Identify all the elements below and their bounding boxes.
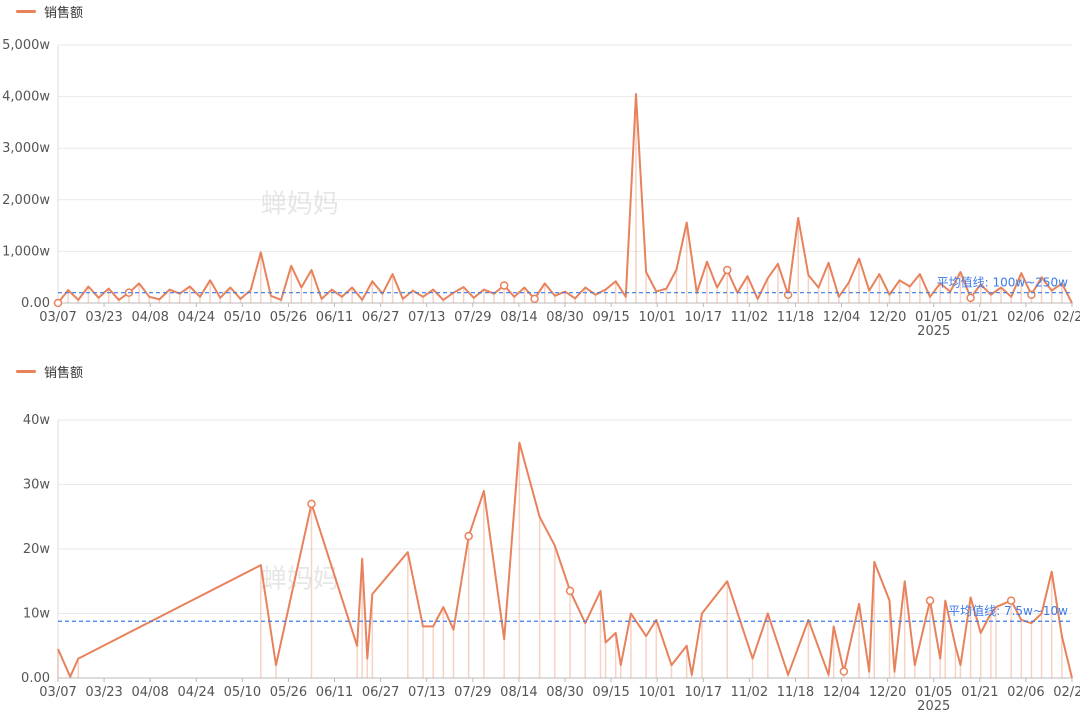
watermark-logo: 蝉妈妈 (261, 565, 339, 595)
legend-label: 销售额 (44, 366, 84, 381)
x-tick-label: 10/01 (638, 685, 675, 700)
x-tick-label: 06/11 (316, 685, 353, 700)
sales-chart-top: 销售额 0.00 1,000w 2,000w 3,000w 4,000w 5,000w 03… (2, 2, 1080, 339)
x-tick-label: 07/29 (454, 685, 491, 700)
data-point (839, 667, 849, 676)
legend-swatch (16, 10, 36, 13)
sales-chart-bottom: 销售额 0.00 10w 20w 30w 40w 03/07 03/23 04/08 04/24… (0, 360, 1080, 720)
x-tick-label: 02/06 (1007, 310, 1044, 325)
chart-plot-top: 0.00 1,000w 2,000w 3,000w 4,000w 5,000w 03/07 0… (2, 38, 1080, 339)
x-tick-label: 03/07 (39, 310, 76, 325)
x-tick-label: 12/04 (823, 685, 860, 700)
data-point (530, 294, 539, 304)
x-tick-label: 06/11 (316, 310, 353, 325)
data-point (307, 499, 316, 509)
y-tick-label: 3,000w (2, 141, 50, 156)
x-tick-label: 03/23 (85, 310, 122, 325)
x-tick-label: 01/05 (915, 310, 952, 325)
x-tick-label: 11/18 (777, 685, 814, 700)
x-tick-label: 08/30 (546, 685, 583, 700)
x-tick-label: 04/24 (178, 685, 215, 700)
x-tick-label: 01/05 (915, 685, 952, 700)
y-tick-label: 0.00 (21, 296, 50, 311)
x-tick-label: 02/06 (1007, 685, 1044, 700)
x-tick-year-label: 2025 (917, 699, 950, 714)
x-tick-label: 10/01 (638, 310, 675, 325)
data-point (1006, 596, 1016, 605)
legend-swatch (16, 370, 36, 373)
x-tick-label: 02/22 (1053, 310, 1080, 325)
series-line (57, 441, 1073, 679)
x-tick-label: 11/02 (731, 310, 768, 325)
y-tick-label: 10w (23, 607, 51, 622)
data-point (565, 586, 575, 596)
data-point (966, 293, 975, 303)
data-point (722, 265, 732, 275)
x-tick-label: 06/27 (362, 310, 399, 325)
x-tick-label: 04/08 (131, 310, 168, 325)
series-line (57, 93, 1073, 304)
average-line-label: 平均值线: 7.5w~10w (948, 603, 1068, 618)
watermark-logo: 蝉妈妈 (261, 190, 339, 220)
x-tick-label: 11/02 (731, 685, 768, 700)
x-tick-label: 04/24 (178, 310, 215, 325)
x-tick-label: 07/29 (454, 310, 491, 325)
x-tick-label: 04/08 (131, 685, 168, 700)
x-tick-label: 06/27 (362, 685, 399, 700)
x-tick-label: 05/10 (224, 685, 261, 700)
data-point (925, 596, 935, 605)
y-tick-label: 40w (23, 413, 51, 428)
average-line-label: 平均值线: 100w~250w (937, 275, 1069, 290)
x-tick-label: 09/15 (592, 685, 629, 700)
x-tick-label: 05/26 (270, 685, 307, 700)
y-tick-label: 30w (23, 478, 51, 493)
x-tick-label: 08/14 (500, 685, 537, 700)
chart-plot-bottom: 0.00 10w 20w 30w 40w 03/07 03/23 04/08 04/24 05/1… (21, 413, 1080, 714)
y-tick-label: 1,000w (2, 244, 50, 259)
y-tick-label: 5,000w (2, 38, 50, 53)
legend[interactable]: 销售额 (16, 2, 83, 21)
y-tick-label: 0.00 (21, 671, 50, 686)
x-tick-label: 08/30 (546, 310, 583, 325)
x-tick-label: 01/21 (961, 310, 998, 325)
x-tick-label: 05/10 (224, 310, 261, 325)
x-tick-label: 01/21 (961, 685, 998, 700)
data-point (499, 281, 509, 290)
x-tick-year-label: 2025 (917, 324, 950, 339)
legend-label: 销售额 (44, 6, 84, 21)
y-tick-label: 2,000w (2, 193, 50, 208)
legend[interactable]: 销售额 (16, 362, 83, 381)
y-tick-label: 4,000w (2, 90, 50, 105)
x-tick-label: 02/22 (1053, 685, 1080, 700)
x-tick-label: 08/14 (500, 310, 537, 325)
y-tick-label: 20w (23, 542, 51, 557)
x-tick-label: 11/18 (777, 310, 814, 325)
x-tick-label: 10/17 (685, 310, 722, 325)
x-tick-label: 05/26 (270, 310, 307, 325)
data-point (464, 531, 473, 541)
x-tick-label: 03/23 (85, 685, 122, 700)
x-tick-label: 09/15 (592, 310, 629, 325)
x-tick-label: 07/13 (408, 685, 445, 700)
x-tick-label: 12/04 (823, 310, 860, 325)
x-tick-label: 12/20 (869, 685, 906, 700)
data-point (53, 298, 63, 308)
x-tick-label: 03/07 (39, 685, 76, 700)
x-tick-label: 12/20 (869, 310, 906, 325)
x-tick-label: 07/13 (408, 310, 445, 325)
x-tick-label: 10/17 (685, 685, 722, 700)
